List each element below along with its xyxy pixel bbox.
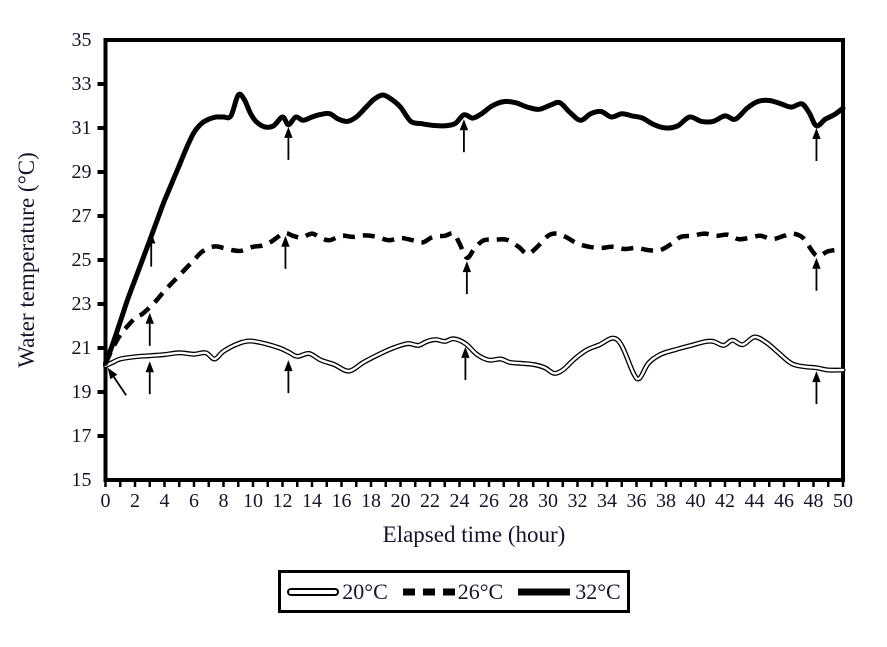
svg-text:16: 16 — [332, 490, 352, 512]
svg-text:46: 46 — [774, 490, 794, 512]
svg-text:32: 32 — [568, 490, 588, 512]
svg-text:20: 20 — [391, 490, 411, 512]
svg-text:6: 6 — [189, 490, 199, 512]
legend-sample-double-line-icon — [287, 587, 340, 596]
series-20c-line — [103, 334, 846, 382]
svg-text:0: 0 — [101, 490, 111, 512]
svg-text:8: 8 — [219, 490, 229, 512]
svg-text:12: 12 — [273, 490, 293, 512]
svg-text:34: 34 — [597, 490, 617, 512]
svg-text:24: 24 — [450, 490, 470, 512]
svg-text:44: 44 — [745, 490, 765, 512]
svg-text:42: 42 — [715, 490, 735, 512]
annotation-arrows — [107, 119, 821, 405]
y-axis-ticks: 15 17 19 21 23 25 27 29 31 33 35 — [72, 29, 106, 491]
legend-label-32c: 32°C — [575, 578, 621, 604]
svg-text:30: 30 — [538, 490, 558, 512]
y-axis-title: Water temperature (°C) — [14, 152, 39, 368]
svg-text:15: 15 — [72, 469, 92, 491]
series-32c-line — [103, 91, 846, 366]
legend-label-20c: 20°C — [342, 578, 388, 604]
svg-text:22: 22 — [420, 490, 440, 512]
svg-text:23: 23 — [72, 293, 92, 315]
svg-text:14: 14 — [302, 490, 322, 512]
series-26c-line — [103, 230, 844, 365]
svg-text:25: 25 — [72, 249, 92, 271]
svg-text:10: 10 — [243, 490, 263, 512]
svg-text:35: 35 — [72, 29, 92, 51]
svg-text:19: 19 — [72, 381, 92, 403]
svg-text:17: 17 — [72, 425, 92, 447]
svg-text:18: 18 — [361, 490, 381, 512]
legend-label-26c: 26°C — [457, 578, 504, 604]
svg-text:29: 29 — [72, 161, 92, 183]
svg-text:38: 38 — [656, 490, 676, 512]
svg-text:26: 26 — [479, 490, 499, 512]
svg-text:4: 4 — [160, 490, 170, 512]
legend-item-32c: 32°C — [516, 578, 621, 604]
legend-sample-solid-line-icon — [518, 588, 571, 595]
x-axis-ticks: 0 2 4 6 8 10 12 14 16 18 20 22 24 26 28 30 32 34 36 38 40 42 4… — [101, 480, 853, 512]
svg-text:31: 31 — [72, 117, 92, 139]
plot-frame — [103, 38, 845, 482]
svg-text:21: 21 — [72, 337, 92, 359]
svg-text:40: 40 — [686, 490, 706, 512]
legend-item-20c: 20°C — [287, 578, 388, 604]
legend-sample-dashed-line-icon — [402, 588, 455, 595]
svg-text:48: 48 — [804, 490, 824, 512]
svg-text:50: 50 — [833, 490, 853, 512]
x-axis-title: Elapsed time (hour) — [383, 522, 566, 547]
svg-text:2: 2 — [130, 490, 140, 512]
legend: 20°C 26°C 32°C — [278, 570, 630, 613]
svg-text:27: 27 — [72, 205, 92, 227]
svg-text:36: 36 — [627, 490, 647, 512]
legend-item-26c: 26°C — [401, 578, 504, 604]
svg-text:28: 28 — [509, 490, 529, 512]
svg-text:33: 33 — [72, 73, 92, 95]
